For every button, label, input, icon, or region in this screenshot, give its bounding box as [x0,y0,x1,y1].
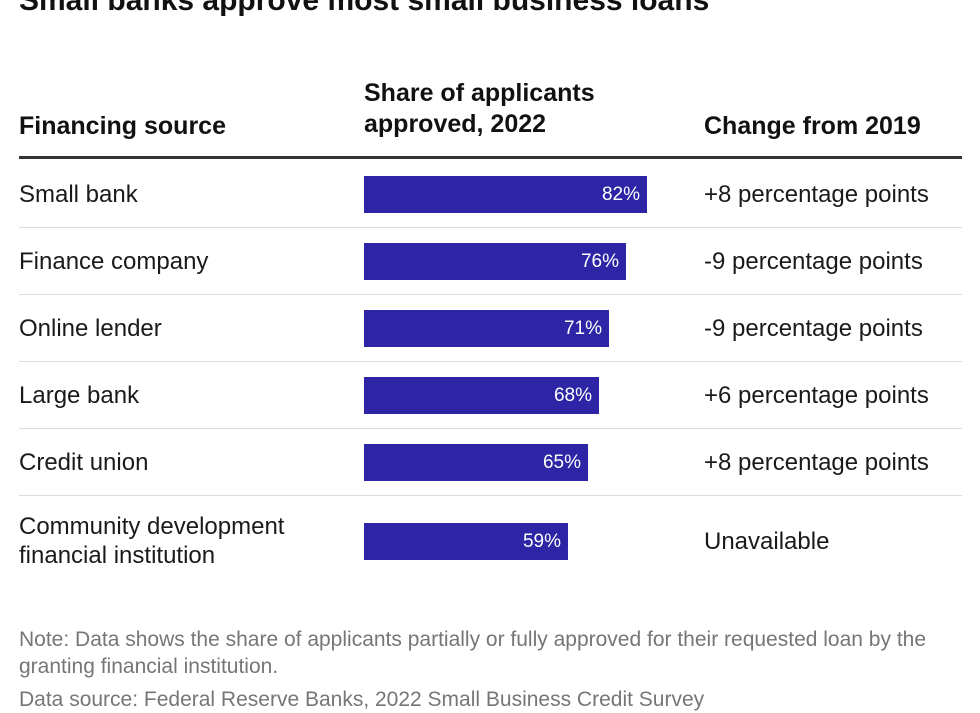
approval-bar-track: 71% [364,310,664,347]
financing-source-label: Small bank [19,181,138,208]
approval-bar-label: 65% [542,452,581,473]
change-from-2019-value: +8 percentage points [704,449,929,476]
row-divider [19,361,962,362]
change-from-2019-value: -9 percentage points [704,248,923,275]
chart-title: Small banks approve most small business … [19,0,710,17]
change-from-2019-value: -9 percentage points [704,315,923,342]
approval-bar: 59% [364,522,568,560]
table-row: Credit union 65% +8 percentage points [19,429,962,496]
approval-bar: 65% [364,444,588,481]
approval-bar: 71% [364,310,609,347]
financing-source-label: Online lender [19,315,162,342]
row-divider [19,495,962,496]
financing-source-label: Credit union [19,449,149,476]
row-divider [19,227,962,228]
approval-bar-track: 82% [364,175,664,213]
chart-source: Data source: Federal Reserve Banks, 2022… [19,688,705,711]
approval-bar-track: 59% [364,522,664,560]
approval-bar: 82% [364,175,647,213]
approval-bar: 76% [364,243,626,280]
table-row: Large bank 68% +6 percentage points [19,362,962,429]
change-from-2019-value: +6 percentage points [704,382,929,409]
approval-bar-label: 76% [580,251,619,272]
table-row: Small bank 82% +8 percentage points [19,160,962,228]
column-header-share-approved: Share of applicants approved, 2022 [364,79,595,138]
column-header-financing-source: Financing source [19,112,226,140]
row-divider [19,428,962,429]
financing-source-label: Finance company [19,248,209,275]
change-from-2019-value: Unavailable [704,528,830,555]
table-row: Community development financial institut… [19,496,962,586]
approval-bar-label: 71% [563,318,602,339]
approval-bar-label: 82% [601,183,640,205]
approval-bar-track: 65% [364,444,664,481]
change-from-2019-value: +8 percentage points [704,181,929,208]
table-row: Finance company 76% -9 percentage points [19,228,962,295]
approval-bar-track: 76% [364,243,664,280]
table-row: Online lender 71% -9 percentage points [19,295,962,362]
approval-bar-track: 68% [364,377,664,414]
chart-note: Note: Data shows the share of applicants… [19,628,927,678]
financing-source-label: Large bank [19,382,140,409]
row-divider [19,294,962,295]
financing-source-label: Community development financial institut… [19,513,285,569]
column-header-change-from-2019: Change from 2019 [704,112,921,140]
approval-bar-label: 59% [522,530,561,552]
header-rule [19,156,962,159]
approval-bar-label: 68% [553,385,592,406]
approval-bar: 68% [364,377,599,414]
